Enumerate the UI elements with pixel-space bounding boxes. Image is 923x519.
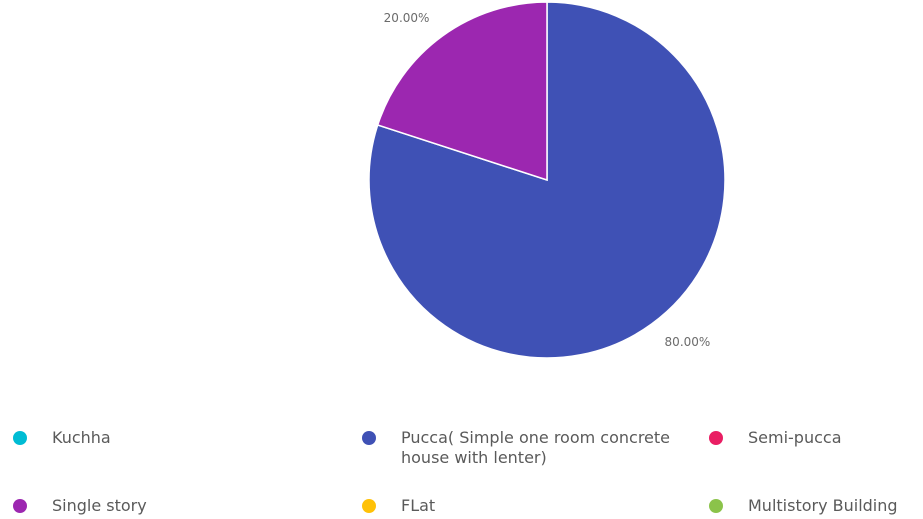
pie-slice-labels: 80.00% 20.00% (384, 11, 711, 349)
legend-item-multistory-building[interactable]: Multistory Building (709, 496, 923, 516)
legend-item-flat[interactable]: FLat (362, 496, 671, 516)
legend-label: FLat (401, 496, 436, 515)
legend-item-pucca[interactable]: Pucca( Simple one room concrete house wi… (362, 428, 691, 468)
legend-dot-single-story (13, 499, 27, 513)
pie-slices (368, 1, 726, 359)
legend-item-semi-pucca[interactable]: Semi-pucca (709, 428, 918, 448)
legend-label: Kuchha (52, 428, 111, 447)
legend-dot-kuchha (13, 431, 27, 445)
legend-item-single-story[interactable]: Single story (13, 496, 322, 516)
legend-dot-semi-pucca (709, 431, 723, 445)
legend-label: Pucca( Simple one room concrete house wi… (401, 428, 670, 467)
pie-slice-single-story[interactable] (376, 1, 548, 182)
slice-percent-label: 80.00% (665, 335, 711, 349)
slice-percent-label: 20.00% (384, 11, 430, 25)
legend-label: Semi-pucca (748, 428, 842, 447)
legend-dot-flat (362, 499, 376, 513)
legend-item-kuchha[interactable]: Kuchha (13, 428, 322, 448)
legend-label: Multistory Building (748, 496, 898, 515)
pie-slice-pucca-simple-one-room-concrete-house-with-lenter[interactable] (368, 1, 726, 359)
legend-dot-multistory-building (709, 499, 723, 513)
legend-dot-pucca (362, 431, 376, 445)
legend-label: Single story (52, 496, 147, 515)
